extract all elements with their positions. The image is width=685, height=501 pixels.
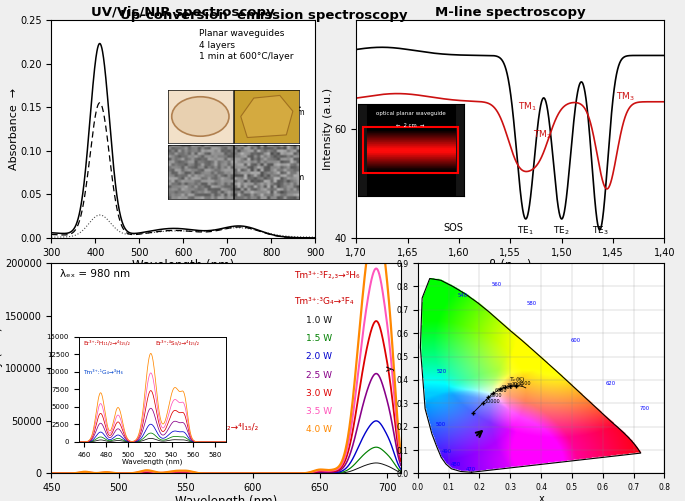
Text: TM$_3$: TM$_3$ bbox=[616, 90, 635, 103]
Polygon shape bbox=[241, 95, 293, 138]
Text: Er³⁺:²H₁₁/₂→⁴I₁₅/₂: Er³⁺:²H₁₁/₂→⁴I₁₅/₂ bbox=[83, 340, 130, 345]
Text: 490: 490 bbox=[442, 448, 452, 453]
Text: 100 nm: 100 nm bbox=[275, 172, 305, 181]
Text: 2.5 W: 2.5 W bbox=[306, 371, 332, 380]
Text: 4000: 4000 bbox=[501, 385, 514, 390]
Title: UV/Vis/NIR spectroscopy: UV/Vis/NIR spectroscopy bbox=[91, 6, 275, 19]
Text: 600: 600 bbox=[571, 338, 581, 343]
Text: 520: 520 bbox=[436, 369, 447, 374]
Text: 540: 540 bbox=[458, 293, 468, 298]
Text: 560: 560 bbox=[491, 283, 501, 288]
Text: 580: 580 bbox=[527, 301, 537, 306]
Text: Tm³⁺:³G₄→³F₄: Tm³⁺:³G₄→³F₄ bbox=[294, 297, 353, 306]
Text: TE$_1$: TE$_1$ bbox=[517, 224, 534, 237]
Text: TM$_2$: TM$_2$ bbox=[533, 128, 551, 141]
Text: 700: 700 bbox=[639, 406, 649, 411]
Text: TE$_3$: TE$_3$ bbox=[593, 224, 609, 237]
Text: 620: 620 bbox=[606, 381, 616, 386]
X-axis label: Wavelength (nm): Wavelength (nm) bbox=[132, 259, 234, 272]
X-axis label: Wavelength (nm): Wavelength (nm) bbox=[175, 494, 277, 501]
Text: 4.0 W: 4.0 W bbox=[306, 425, 332, 434]
X-axis label: β (nₑₒₒ): β (nₑₒₒ) bbox=[489, 259, 532, 272]
Text: 1.5 W: 1.5 W bbox=[306, 334, 332, 343]
Y-axis label: Intensity (a.u.): Intensity (a.u.) bbox=[323, 88, 333, 170]
Text: 1.0 W: 1.0 W bbox=[306, 316, 332, 325]
Text: 3.5 W: 3.5 W bbox=[306, 407, 332, 416]
Text: Er³⁺:⁴F₉/₂→⁴I₁₅/₂: Er³⁺:⁴F₉/₂→⁴I₁₅/₂ bbox=[191, 423, 258, 432]
Ellipse shape bbox=[172, 97, 229, 136]
Y-axis label: Absorbance  →: Absorbance → bbox=[9, 88, 18, 170]
Text: optical planar waveguide: optical planar waveguide bbox=[376, 111, 445, 116]
Y-axis label: y: y bbox=[384, 365, 395, 371]
Text: 1 cm: 1 cm bbox=[286, 108, 305, 117]
Text: 3000: 3000 bbox=[506, 383, 519, 388]
Text: TM$_1$: TM$_1$ bbox=[517, 101, 536, 113]
Text: 470: 470 bbox=[466, 467, 476, 472]
Text: SOS: SOS bbox=[443, 223, 464, 233]
Title: M-line spectroscopy: M-line spectroscopy bbox=[435, 6, 586, 19]
Text: 500: 500 bbox=[436, 422, 446, 427]
Text: 3.0 W: 3.0 W bbox=[306, 389, 332, 398]
Text: 2000: 2000 bbox=[512, 382, 524, 387]
Text: λₑₓ⁣ = 980 nm: λₑₓ⁣ = 980 nm bbox=[60, 270, 130, 280]
Text: Planar waveguides
4 layers
1 min at 600°C/layer: Planar waveguides 4 layers 1 min at 600°… bbox=[199, 29, 294, 61]
Y-axis label: Intensity (a.u.): Intensity (a.u.) bbox=[0, 327, 3, 409]
Text: 1500: 1500 bbox=[518, 381, 530, 386]
Text: Er³⁺:⁴S₃/₂→⁴I₁₅/₂: Er³⁺:⁴S₃/₂→⁴I₁₅/₂ bbox=[155, 340, 199, 345]
Text: 10000: 10000 bbox=[484, 399, 500, 404]
Text: 8000: 8000 bbox=[490, 392, 502, 397]
X-axis label: Wavelength (nm): Wavelength (nm) bbox=[122, 459, 183, 465]
Text: 6000: 6000 bbox=[495, 388, 508, 393]
Text: Tm³⁺:³F₂,₃→³H₆: Tm³⁺:³F₂,₃→³H₆ bbox=[294, 272, 360, 281]
Text: 480: 480 bbox=[451, 462, 461, 467]
Text: Tm³⁺:¹G₄→³H₆: Tm³⁺:¹G₄→³H₆ bbox=[83, 370, 123, 375]
Text: 2.0 W: 2.0 W bbox=[306, 352, 332, 361]
X-axis label: x: x bbox=[538, 493, 544, 501]
Text: ←  2 cm  →: ← 2 cm → bbox=[397, 123, 425, 128]
Text: Up-conversion  emission spectroscopy: Up-conversion emission spectroscopy bbox=[120, 9, 408, 22]
Text: TE$_2$: TE$_2$ bbox=[553, 224, 570, 237]
Text: T$_c$(K): T$_c$(K) bbox=[509, 375, 525, 384]
